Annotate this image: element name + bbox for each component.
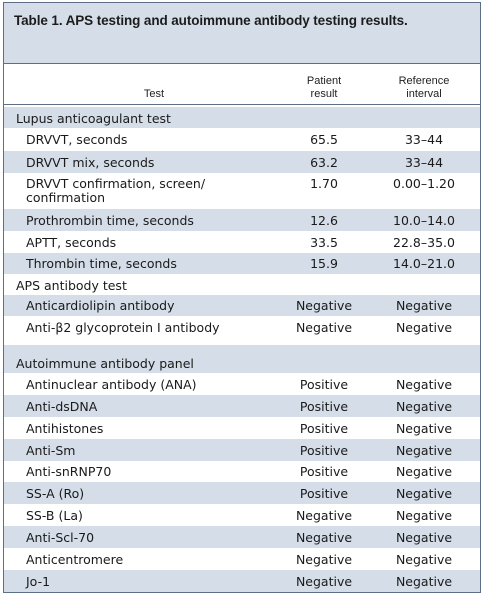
- header-patient-line2: result: [310, 88, 338, 100]
- test-name: DRVVT, seconds: [26, 132, 128, 147]
- table-row: APTT, seconds 33.5 22.8–35.0: [4, 231, 480, 253]
- reference-interval: Negative: [395, 552, 453, 567]
- table-row: DRVVT confirmation, screen/confirmation 1…: [4, 173, 480, 209]
- patient-result: Negative: [295, 298, 353, 313]
- table-row: Anti-Scl-70 Negative Negative: [4, 526, 480, 548]
- section-header-row: APS antibody test: [4, 274, 480, 295]
- table-row: Antinuclear antibody (ANA) Positive Negati…: [4, 373, 480, 395]
- table-row: SS-A (Ro) Positive Negative: [4, 482, 480, 504]
- table-row: DRVVT, seconds 65.5 33–44: [4, 128, 480, 151]
- table-frame: Table 1. APS testing and autoimmune anti…: [3, 2, 481, 593]
- patient-result: Negative: [295, 320, 353, 335]
- table-row: SS-B (La) Negative Negative: [4, 504, 480, 526]
- table-row: Anti-β2 glycoprotein I antibody Negative N…: [4, 316, 480, 338]
- test-name: SS-A (Ro): [26, 486, 85, 501]
- test-name: Antinuclear antibody (ANA): [26, 377, 197, 392]
- test-name-continued: confirmation: [26, 190, 106, 205]
- test-name: DRVVT mix, seconds: [26, 155, 155, 170]
- table-row: Anti-dsDNA Positive Negative: [4, 395, 480, 417]
- header-reference-line1: Reference: [398, 75, 450, 87]
- test-name: Thrombin time, seconds: [26, 256, 177, 271]
- table-caption: Table 1. APS testing and autoimmune anti…: [14, 13, 408, 28]
- reference-interval: Negative: [395, 298, 453, 313]
- table-row: DRVVT mix, seconds 63.2 33–44: [4, 151, 480, 173]
- patient-result: 65.5: [310, 132, 338, 147]
- header-reference-line2: interval: [406, 88, 442, 100]
- test-name: APTT, seconds: [26, 235, 117, 250]
- table-row: Prothrombin time, seconds 12.6 10.0–14.0: [4, 209, 480, 231]
- reference-interval: Negative: [395, 530, 453, 545]
- table-row: Anticentromere Negative Negative: [4, 548, 480, 570]
- test-name: Anticardiolipin antibody: [26, 298, 175, 313]
- reference-interval: 0.00–1.20: [393, 176, 455, 191]
- table-row: Jo-1 Negative Negative: [4, 570, 480, 592]
- reference-interval: 33–44: [404, 132, 444, 147]
- header-reference-interval: Reference interval: [374, 75, 474, 101]
- patient-result: 12.6: [310, 213, 338, 228]
- patient-result: Positive: [299, 421, 349, 436]
- table-caption-band: Table 1. APS testing and autoimmune anti…: [4, 3, 480, 64]
- header-rule: [4, 104, 480, 105]
- table-row: Antihistones Positive Negative: [4, 417, 480, 439]
- patient-result: 33.5: [310, 235, 338, 250]
- section-header-row: Lupus anticoagulant test: [4, 107, 480, 128]
- patient-result: Positive: [299, 399, 349, 414]
- test-name: Anti-snRNP70: [26, 464, 112, 479]
- patient-result: Negative: [295, 530, 353, 545]
- table-row: Anticardiolipin antibody Negative Negative: [4, 295, 480, 316]
- test-name: Anticentromere: [26, 552, 124, 567]
- test-name: Jo-1: [26, 574, 51, 589]
- patient-result: Positive: [299, 377, 349, 392]
- patient-result: Positive: [299, 486, 349, 501]
- reference-interval: 10.0–14.0: [393, 213, 455, 228]
- test-name: Anti-Sm: [26, 443, 76, 458]
- test-name: Prothrombin time, seconds: [26, 213, 194, 228]
- test-name: Antihistones: [26, 421, 104, 436]
- section-header-row: Autoimmune antibody panel: [4, 345, 480, 373]
- reference-interval: Negative: [395, 443, 453, 458]
- reference-interval: Negative: [395, 508, 453, 523]
- patient-result: Positive: [299, 443, 349, 458]
- section-label: APS antibody test: [16, 278, 127, 293]
- patient-result: Negative: [295, 508, 353, 523]
- section-label: Autoimmune antibody panel: [16, 356, 194, 371]
- patient-result: Positive: [299, 464, 349, 479]
- reference-interval: Negative: [395, 377, 453, 392]
- test-name: Anti-dsDNA: [26, 399, 98, 414]
- reference-interval: Negative: [395, 486, 453, 501]
- test-name: SS-B (La): [26, 508, 83, 523]
- test-name: DRVVT confirmation, screen/: [26, 176, 206, 191]
- table-row: Anti-Sm Positive Negative: [4, 439, 480, 461]
- table-row: Anti-snRNP70 Positive Negative: [4, 461, 480, 482]
- header-patient-result: Patient result: [274, 75, 374, 101]
- patient-result: Negative: [295, 574, 353, 589]
- section-label: Lupus anticoagulant test: [16, 111, 171, 126]
- reference-interval: 22.8–35.0: [393, 235, 455, 250]
- reference-interval: Negative: [395, 464, 453, 479]
- patient-result: 15.9: [310, 256, 338, 271]
- reference-interval: Negative: [395, 399, 453, 414]
- reference-interval: 33–44: [404, 155, 444, 170]
- reference-interval: Negative: [395, 421, 453, 436]
- patient-result: 63.2: [310, 155, 338, 170]
- reference-interval: 14.0–21.0: [393, 256, 455, 271]
- patient-result: 1.70: [310, 176, 338, 191]
- test-name: Anti-β2 glycoprotein I antibody: [26, 320, 220, 335]
- reference-interval: Negative: [395, 320, 453, 335]
- table-row: Thrombin time, seconds 15.9 14.0–21.0: [4, 253, 480, 274]
- reference-interval: Negative: [395, 574, 453, 589]
- test-name: Anti-Scl-70: [26, 530, 95, 545]
- patient-result: Negative: [295, 552, 353, 567]
- header-test: Test: [143, 88, 165, 100]
- header-patient-line1: Patient: [306, 75, 342, 87]
